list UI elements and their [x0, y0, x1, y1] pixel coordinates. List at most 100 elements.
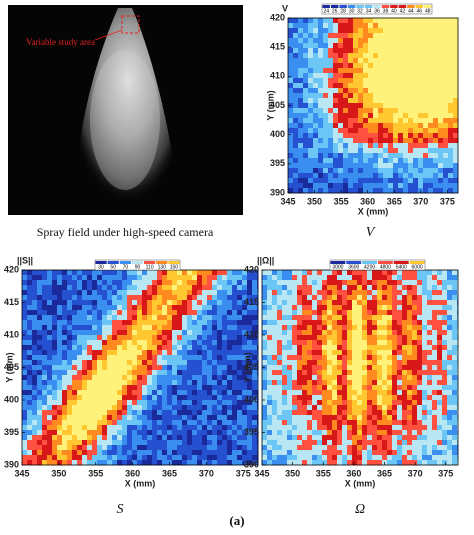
contour-cell [197, 390, 203, 396]
contour-cell [77, 410, 83, 416]
contour-cell [432, 395, 438, 401]
contour-cell [378, 108, 384, 114]
contour-cell [357, 270, 363, 276]
contour-cell [202, 345, 208, 351]
contour-cell [413, 123, 419, 129]
contour-cell [437, 290, 443, 296]
contour-cell [368, 138, 374, 144]
contour-cell [112, 445, 118, 451]
contour-cell [297, 460, 303, 466]
contour-cell [328, 108, 334, 114]
contour-cell [428, 83, 434, 89]
contour-cell [428, 93, 434, 99]
contour-cell [318, 58, 324, 64]
contour-cell [438, 88, 444, 94]
contour-cell [347, 430, 353, 436]
contour-cell [408, 153, 414, 159]
contour-cell [157, 415, 163, 421]
contour-cell [137, 360, 143, 366]
contour-cell [453, 93, 459, 99]
contour-cell [377, 445, 383, 451]
contour-cell [397, 280, 403, 286]
contour-cell [447, 375, 453, 381]
contour-cell [403, 128, 409, 134]
contour-cell [62, 280, 68, 286]
contour-cell [418, 63, 424, 69]
contour-cell [403, 178, 409, 184]
contour-cell [242, 360, 248, 366]
contour-cell [303, 133, 309, 139]
contour-cell [292, 345, 298, 351]
contour-cell [333, 173, 339, 179]
contour-cell [247, 385, 253, 391]
contour-cell [127, 385, 133, 391]
contour-cell [402, 385, 408, 391]
contour-cell [382, 420, 388, 426]
contour-cell [277, 360, 283, 366]
contour-cell [378, 38, 384, 44]
contour-cell [192, 280, 198, 286]
contour-cell [127, 350, 133, 356]
contour-cell [127, 405, 133, 411]
contour-cell [412, 385, 418, 391]
contour-cell [323, 143, 329, 149]
contour-cell [247, 425, 253, 431]
contour-cell [57, 330, 63, 336]
contour-cell [107, 380, 113, 386]
contour-cell [367, 405, 373, 411]
contour-cell [227, 390, 233, 396]
contour-cell [92, 345, 98, 351]
contour-cell [132, 460, 138, 466]
contour-cell [282, 430, 288, 436]
contour-cell [162, 435, 168, 441]
contour-cell [323, 38, 329, 44]
contour-cell [358, 118, 364, 124]
contour-cell [162, 285, 168, 291]
contour-cell [252, 355, 258, 361]
contour-cell [247, 340, 253, 346]
contour-cell [57, 340, 63, 346]
contour-cell [413, 153, 419, 159]
contour-cell [122, 445, 128, 451]
contour-cell [52, 315, 58, 321]
contour-cell [247, 270, 253, 276]
contour-cell [272, 450, 278, 456]
contour-cell [142, 290, 148, 296]
contour-cell [297, 325, 303, 331]
contour-cell [337, 420, 343, 426]
contour-cell [42, 450, 48, 456]
contour-cell [452, 400, 458, 406]
contour-cell [217, 280, 223, 286]
contour-cell [388, 158, 394, 164]
contour-cell [327, 380, 333, 386]
contour-cell [187, 360, 193, 366]
contour-cell [403, 153, 409, 159]
contour-cell [172, 290, 178, 296]
colorbar-swatch [356, 5, 364, 8]
contour-cell [347, 460, 353, 466]
contour-cell [32, 425, 38, 431]
contour-cell [67, 350, 73, 356]
contour-cell [333, 63, 339, 69]
contour-cell [287, 445, 293, 451]
contour-cell [368, 58, 374, 64]
contour-cell [322, 385, 328, 391]
contour-cell [112, 400, 118, 406]
contour-cell [157, 325, 163, 331]
contour-cell [383, 143, 389, 149]
contour-cell [427, 365, 433, 371]
contour-cell [412, 435, 418, 441]
contour-cell [307, 430, 313, 436]
contour-cell [288, 173, 294, 179]
contour-cell [122, 410, 128, 416]
contour-cell [342, 375, 348, 381]
contour-cell [267, 360, 273, 366]
contour-cell [262, 270, 268, 276]
contour-cell [417, 435, 423, 441]
contour-cell [282, 350, 288, 356]
contour-cell [277, 315, 283, 321]
contour-cell [182, 385, 188, 391]
contour-cell [312, 310, 318, 316]
contour-cell [302, 440, 308, 446]
contour-cell [57, 335, 63, 341]
